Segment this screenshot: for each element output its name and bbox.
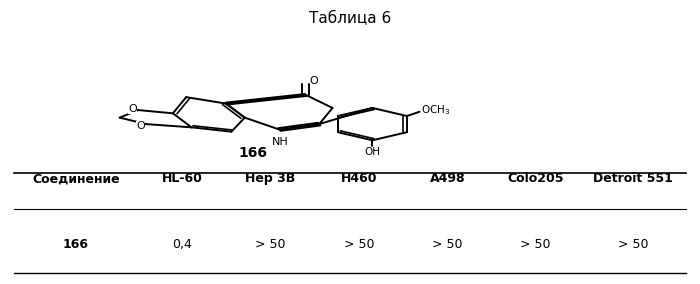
Text: > 50: > 50 [344,238,374,251]
Text: 166: 166 [63,238,89,251]
Text: 166: 166 [238,146,267,160]
Text: > 50: > 50 [617,238,648,251]
Text: A498: A498 [430,172,465,185]
Text: Hep 3B: Hep 3B [245,172,295,185]
Text: Detroit 551: Detroit 551 [593,172,673,185]
Text: O: O [309,76,318,86]
Text: HL-60: HL-60 [162,172,202,185]
Text: Соединение: Соединение [32,172,120,185]
Text: > 50: > 50 [256,238,286,251]
Text: NH: NH [272,137,289,147]
Text: Colo205: Colo205 [508,172,564,185]
Text: O: O [136,120,145,131]
Text: > 50: > 50 [432,238,463,251]
Text: H460: H460 [341,172,377,185]
Text: OH: OH [365,147,380,157]
Text: O: O [128,104,137,114]
Text: Таблица 6: Таблица 6 [309,11,391,26]
Text: OCH$_3$: OCH$_3$ [421,103,450,117]
Text: > 50: > 50 [520,238,551,251]
Text: 0,4: 0,4 [172,238,192,251]
